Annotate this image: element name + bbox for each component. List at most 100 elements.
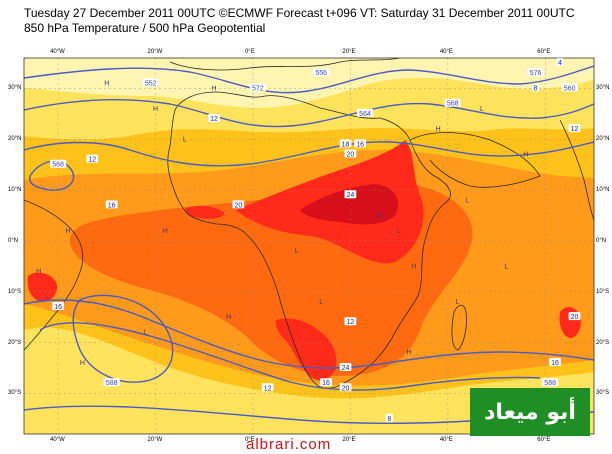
temperature-label-bg bbox=[52, 301, 65, 310]
temperature-label: 24 bbox=[347, 192, 355, 199]
pressure-marker: L bbox=[465, 197, 469, 204]
lon-label-top: 0°E bbox=[244, 49, 255, 55]
europe-coastline bbox=[169, 58, 401, 71]
pressure-marker: H bbox=[411, 263, 416, 270]
temperature-label-bg bbox=[344, 190, 357, 199]
cold-fill-south bbox=[24, 327, 594, 434]
temperature-label: 8 bbox=[534, 85, 538, 92]
lon-label-bottom: 40°W bbox=[50, 437, 65, 443]
temperature-label-bg bbox=[549, 357, 561, 366]
geopotential-label: 568 bbox=[447, 101, 459, 108]
temperature-label: 8 bbox=[387, 416, 391, 423]
geopotential-contours bbox=[24, 65, 594, 425]
geopotential-label-bg bbox=[561, 83, 578, 92]
temperature-label: 20 bbox=[234, 202, 242, 209]
cool-fill-north-2 bbox=[24, 78, 594, 140]
site-watermark: albrari.com bbox=[246, 436, 332, 453]
temperature-label-bg bbox=[344, 149, 357, 158]
geopotential-label: 588 bbox=[106, 380, 118, 387]
pressure-marker: L bbox=[456, 299, 460, 306]
temperature-label-bg bbox=[320, 378, 332, 387]
lon-label-bottom: 20°E bbox=[342, 437, 356, 443]
geopotential-label-bg bbox=[50, 159, 67, 168]
temperature-label: 16 bbox=[54, 304, 62, 311]
lon-label-top: 20°E bbox=[342, 49, 356, 55]
geopotential-label: 564 bbox=[359, 111, 371, 118]
temperature-label-bg bbox=[339, 362, 352, 371]
temperature-label: 16 bbox=[551, 360, 559, 367]
temperature-label-bg bbox=[344, 317, 357, 326]
temperature-label-bg bbox=[568, 312, 581, 321]
madagascar-coastline bbox=[451, 304, 467, 351]
lon-label-top: 40°E bbox=[439, 49, 453, 55]
pressure-marker: H bbox=[523, 152, 528, 159]
temperature-label: 12 bbox=[264, 385, 272, 392]
geopotential-label: 552 bbox=[145, 80, 157, 87]
temperature-label-bg bbox=[568, 124, 581, 133]
lon-label-top: 40°W bbox=[50, 49, 65, 55]
temperature-label-bg bbox=[354, 139, 367, 148]
map-subtitle: 850 hPa Temperature / 500 hPa Geopotenti… bbox=[24, 21, 266, 35]
pressure-marker: H bbox=[36, 268, 41, 275]
geopotential-label-bg bbox=[313, 68, 330, 77]
temperature-label: 16 bbox=[356, 141, 364, 148]
contour-588 bbox=[39, 322, 541, 391]
pressure-marker: H bbox=[226, 314, 231, 321]
lat-label-left: 30°N bbox=[8, 85, 22, 92]
temperature-label-bg bbox=[385, 413, 394, 422]
geopotential-label-bg bbox=[527, 68, 544, 77]
forecast-title: Tuesday 27 December 2011 00UTC ©ECMWF Fo… bbox=[24, 6, 575, 20]
lat-label-right: 20°S bbox=[596, 339, 610, 346]
pressure-marker: L bbox=[480, 106, 484, 113]
hot-fill-amazon bbox=[27, 272, 58, 302]
geopotential-label: 572 bbox=[252, 85, 264, 92]
temperature-label-bg bbox=[261, 383, 274, 392]
temperature-label-bg bbox=[531, 83, 540, 92]
south-america-coastline bbox=[24, 199, 84, 351]
lat-label-left: 10°S bbox=[8, 288, 22, 295]
lat-label-right: 10°N bbox=[596, 187, 610, 194]
temperature-label-bg bbox=[208, 113, 220, 122]
temperature-label-bg bbox=[86, 154, 99, 163]
pressure-marker: L bbox=[144, 329, 148, 336]
lat-label-left: 10°N bbox=[8, 187, 22, 194]
lat-lon-grid bbox=[24, 58, 594, 434]
lat-label-right: 30°S bbox=[596, 390, 610, 397]
lat-label-left: 20°N bbox=[8, 136, 22, 143]
arabia-coastline bbox=[409, 132, 541, 188]
africa-coastline bbox=[167, 91, 451, 389]
pressure-marker: H bbox=[153, 106, 158, 113]
contour-560 bbox=[24, 99, 594, 128]
pressure-marker: H bbox=[104, 80, 109, 87]
temperature-label: 18 bbox=[342, 141, 350, 148]
temperature-label-bg bbox=[232, 200, 245, 209]
geopotential-label-bg bbox=[142, 78, 159, 87]
temperature-label-bg bbox=[105, 200, 118, 209]
pressure-marker: L bbox=[319, 299, 323, 306]
temperature-label: 12 bbox=[88, 157, 96, 164]
geopotential-label-bg bbox=[103, 378, 120, 387]
lon-label-top: 20°W bbox=[147, 49, 163, 55]
pressure-marker: H bbox=[80, 360, 85, 367]
pressure-marker: H bbox=[163, 228, 168, 235]
geopotential-label-bg bbox=[249, 83, 266, 92]
pressure-marker: L bbox=[397, 228, 401, 235]
contour-584 bbox=[24, 299, 594, 369]
geopotential-label: 588 bbox=[544, 380, 556, 387]
geopotential-label: 576 bbox=[530, 70, 542, 77]
pressure-marker: L bbox=[504, 263, 508, 270]
lat-label-right: 20°N bbox=[596, 136, 610, 143]
temperature-label: 12 bbox=[347, 319, 355, 326]
lon-label-bottom: 60°E bbox=[537, 437, 551, 443]
temperature-label: 4 bbox=[558, 60, 562, 67]
arabic-watermark-logo: أبو ميعاد bbox=[470, 388, 590, 436]
cold-fill-north bbox=[24, 58, 594, 109]
contour-552 bbox=[24, 65, 594, 94]
geopotential-label-bg bbox=[542, 378, 559, 387]
pressure-marker: H bbox=[406, 350, 411, 357]
lat-label-left: 30°S bbox=[8, 390, 22, 397]
geopotential-label-bg bbox=[356, 108, 374, 117]
geopotential-label: 568 bbox=[52, 162, 64, 169]
